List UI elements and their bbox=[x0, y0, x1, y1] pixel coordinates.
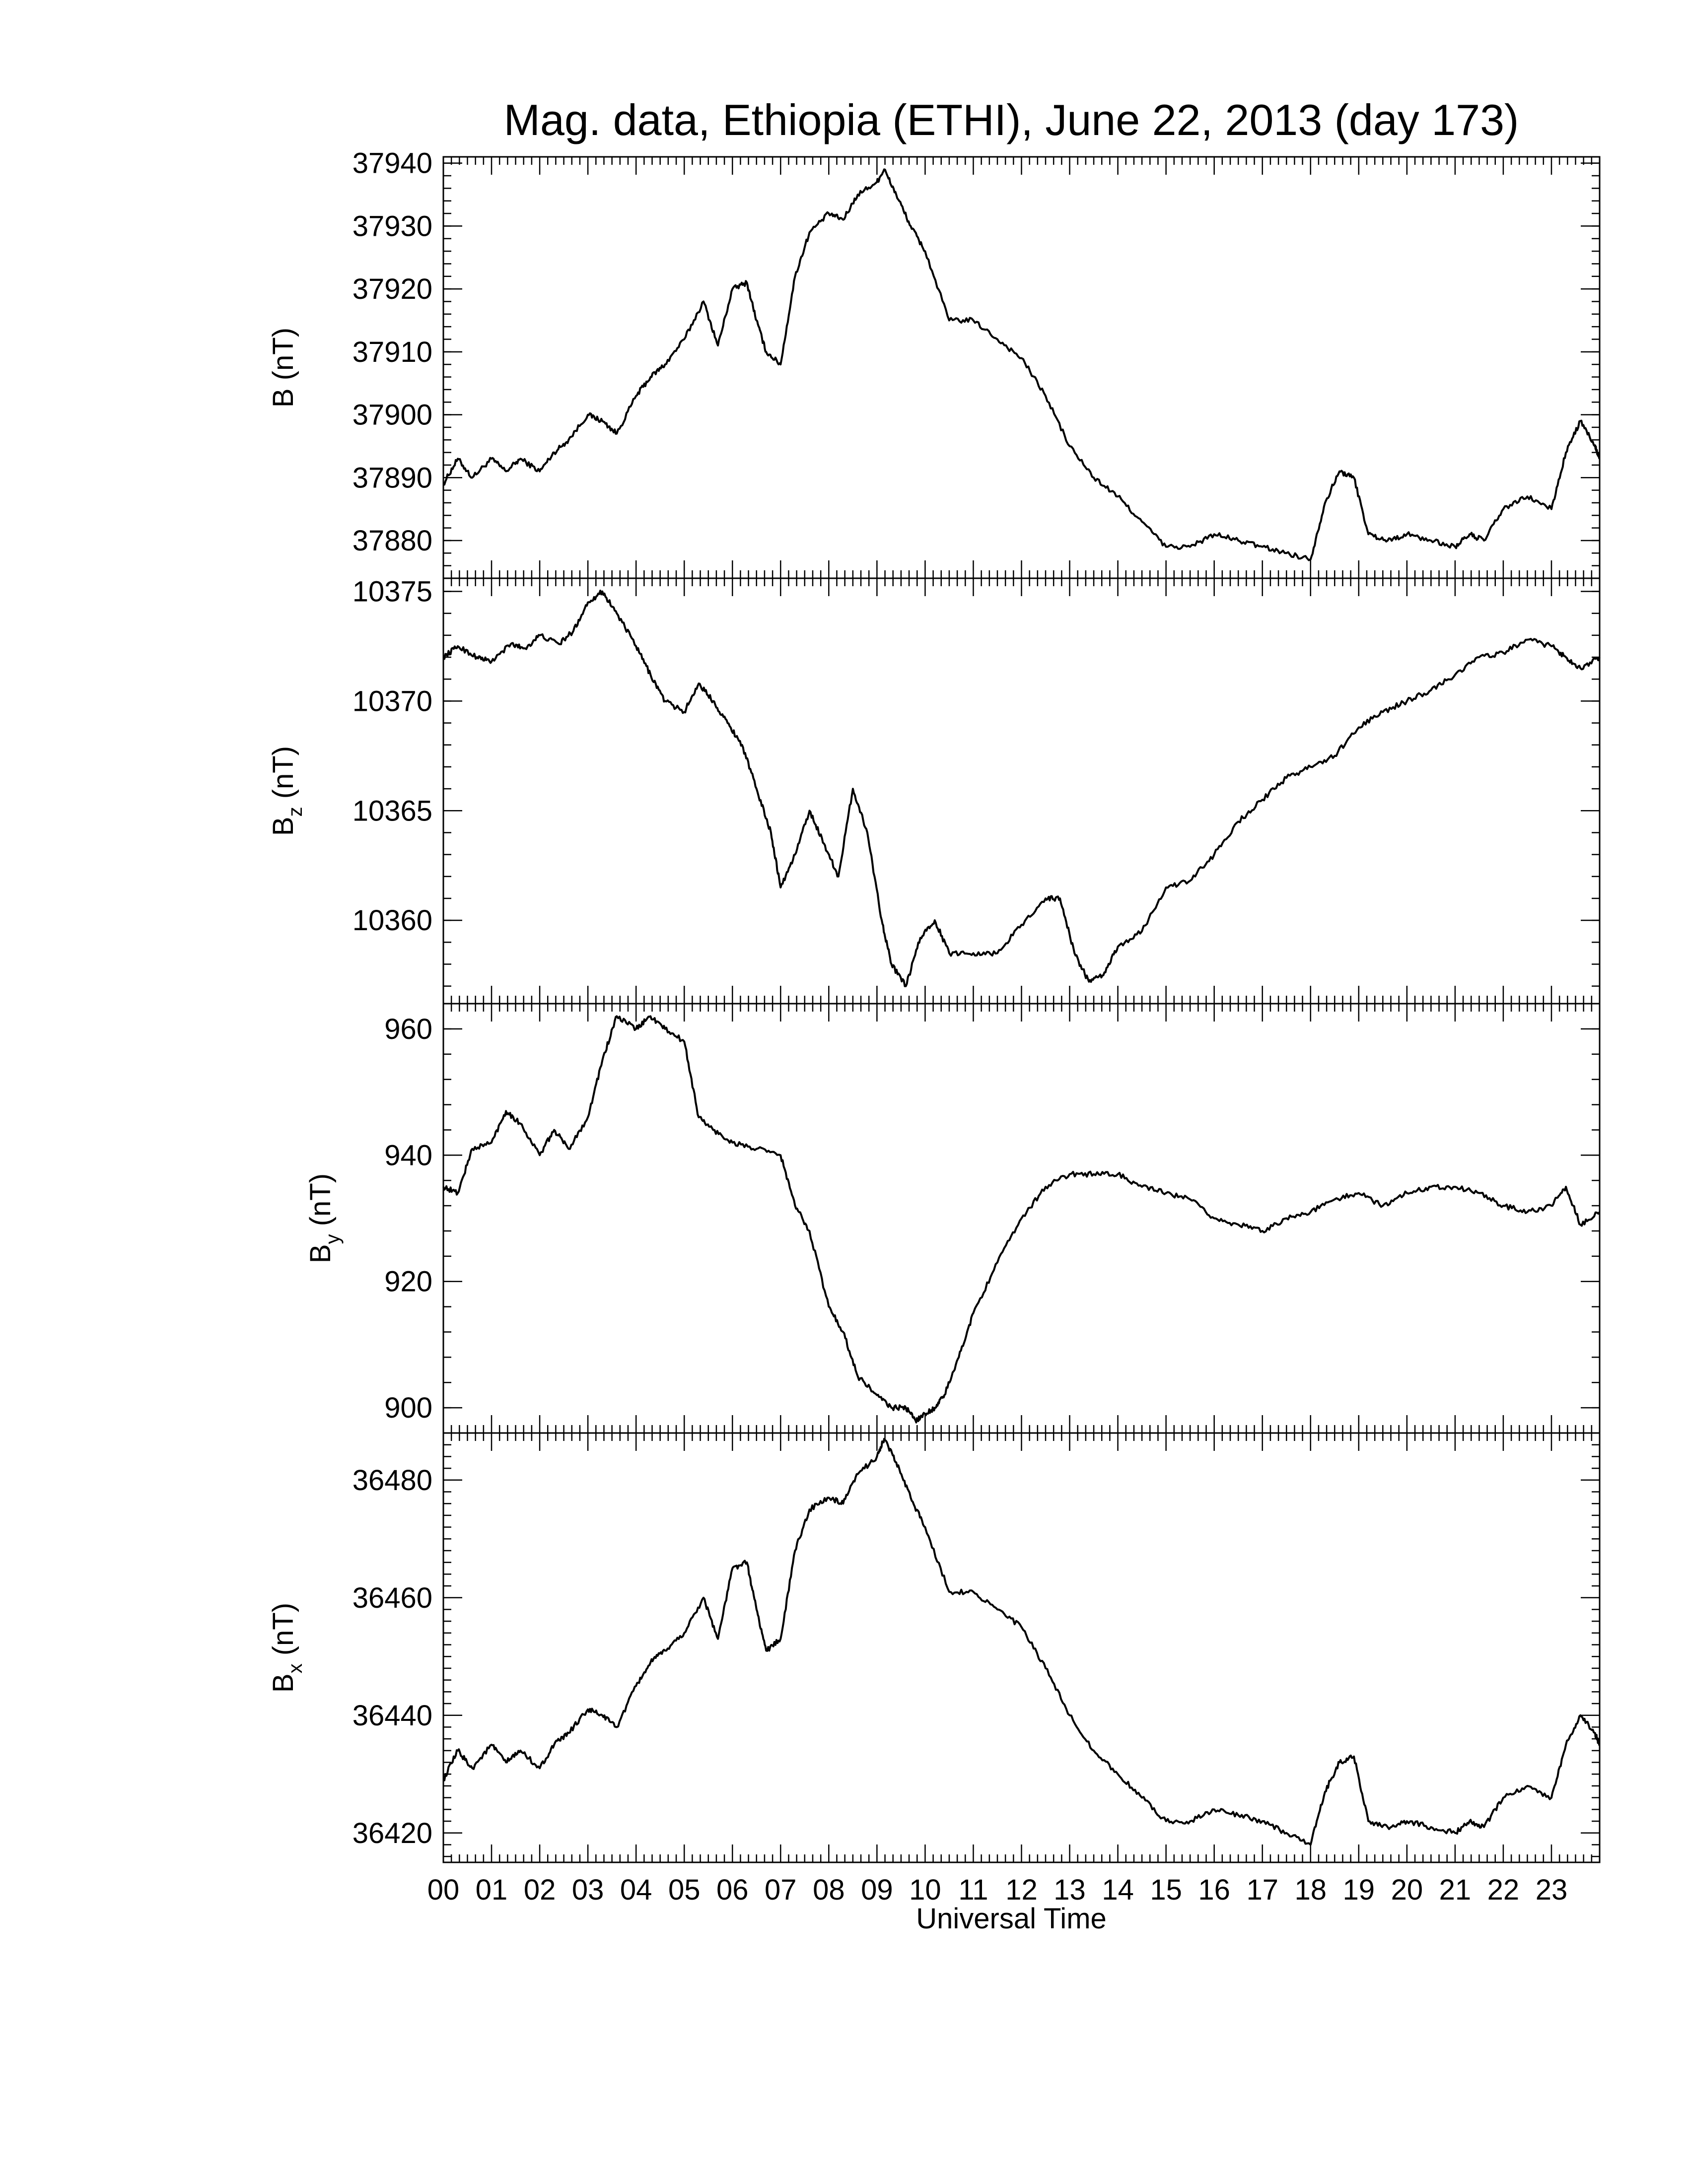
x-tick-label: 15 bbox=[1150, 1874, 1182, 1906]
y-tick-label: 10370 bbox=[352, 685, 432, 717]
y-tick-label: 920 bbox=[384, 1266, 432, 1298]
y-tick-label: 37920 bbox=[352, 273, 432, 305]
x-tick-label: 05 bbox=[668, 1874, 701, 1906]
y-axis-label: Bx (nT) bbox=[267, 1603, 306, 1693]
y-tick-label: 37880 bbox=[352, 525, 432, 557]
y-tick-label: 37890 bbox=[352, 462, 432, 494]
x-tick-label: 08 bbox=[813, 1874, 845, 1906]
x-axis-label: Universal Time bbox=[916, 1903, 1107, 1935]
panel-frame bbox=[442, 1432, 1601, 1863]
y-tick-label: 37910 bbox=[352, 336, 432, 368]
y-tick-label: 36460 bbox=[352, 1582, 432, 1614]
y-tick-label: 36440 bbox=[352, 1700, 432, 1732]
x-tick-label: 03 bbox=[572, 1874, 604, 1906]
x-tick-label: 23 bbox=[1536, 1874, 1568, 1906]
y-tick-label: 36420 bbox=[352, 1817, 432, 1849]
x-tick-label: 07 bbox=[765, 1874, 797, 1906]
figure-title: Mag. data, Ethiopia (ETHI), June 22, 201… bbox=[504, 95, 1519, 144]
x-tick-labels: 00 01 02 03 04 05 06 07 08 09 10 11 12 13 14 15 16 17 18 19… bbox=[427, 1874, 1567, 1906]
x-tick-label: 10 bbox=[909, 1874, 941, 1906]
y-tick-label: 10360 bbox=[352, 904, 432, 937]
x-tick-label: 14 bbox=[1102, 1874, 1134, 1906]
y-tick-label: 10365 bbox=[352, 795, 432, 827]
y-tick-label: 36480 bbox=[352, 1464, 432, 1497]
x-tick-label: 22 bbox=[1487, 1874, 1520, 1906]
y-axis-label: Bz (nT) bbox=[267, 746, 306, 836]
x-tick-label: 11 bbox=[958, 1874, 988, 1906]
y-tick-label: 37940 bbox=[352, 147, 432, 180]
x-tick-label: 19 bbox=[1343, 1874, 1375, 1906]
x-tick-label: 12 bbox=[1005, 1874, 1038, 1906]
series-line-bx bbox=[443, 1437, 1601, 1846]
y-tick-label: 37900 bbox=[352, 399, 432, 431]
series-line-by bbox=[442, 1015, 1601, 1424]
x-tick-label: 18 bbox=[1294, 1874, 1327, 1906]
x-tick-label: 06 bbox=[716, 1874, 749, 1906]
y-tick-label: 10375 bbox=[352, 576, 432, 608]
x-tick-label: 20 bbox=[1391, 1874, 1423, 1906]
series-line-bz bbox=[442, 589, 1601, 987]
panel-bz: 10360 10365 10370 10375 Bz (nT) bbox=[267, 576, 1601, 1005]
y-tick-label: 940 bbox=[384, 1139, 432, 1171]
panel-frame bbox=[442, 156, 1601, 579]
x-tick-label: 00 bbox=[427, 1874, 460, 1906]
x-tick-label: 21 bbox=[1439, 1874, 1472, 1906]
x-tick-label: 04 bbox=[620, 1874, 652, 1906]
x-tick-label: 02 bbox=[524, 1874, 556, 1906]
y-axis-label: B (nT) bbox=[267, 328, 299, 408]
panels: 37880 37890 37900 37910 37920 37930 37940 B (nT… bbox=[267, 147, 1601, 1863]
x-tick-label: 17 bbox=[1246, 1874, 1278, 1906]
y-tick-label: 37930 bbox=[352, 210, 432, 242]
y-tick-label: 900 bbox=[384, 1392, 432, 1424]
y-tick-label: 960 bbox=[384, 1013, 432, 1045]
x-tick-label: 01 bbox=[476, 1874, 508, 1906]
y-axis-label: By (nT) bbox=[304, 1173, 344, 1263]
panel-by: 900 920 940 960 By (nT) bbox=[304, 1003, 1601, 1434]
series-line-b bbox=[442, 168, 1601, 561]
x-tick-label: 13 bbox=[1054, 1874, 1086, 1906]
panel-bx: 36420 36440 36460 36480 Bx (nT) bbox=[267, 1432, 1601, 1863]
panel-frame bbox=[442, 577, 1601, 1005]
x-tick-label: 09 bbox=[861, 1874, 893, 1906]
panel-b: 37880 37890 37900 37910 37920 37930 37940 B (nT… bbox=[267, 147, 1601, 579]
x-tick-label: 16 bbox=[1198, 1874, 1230, 1906]
